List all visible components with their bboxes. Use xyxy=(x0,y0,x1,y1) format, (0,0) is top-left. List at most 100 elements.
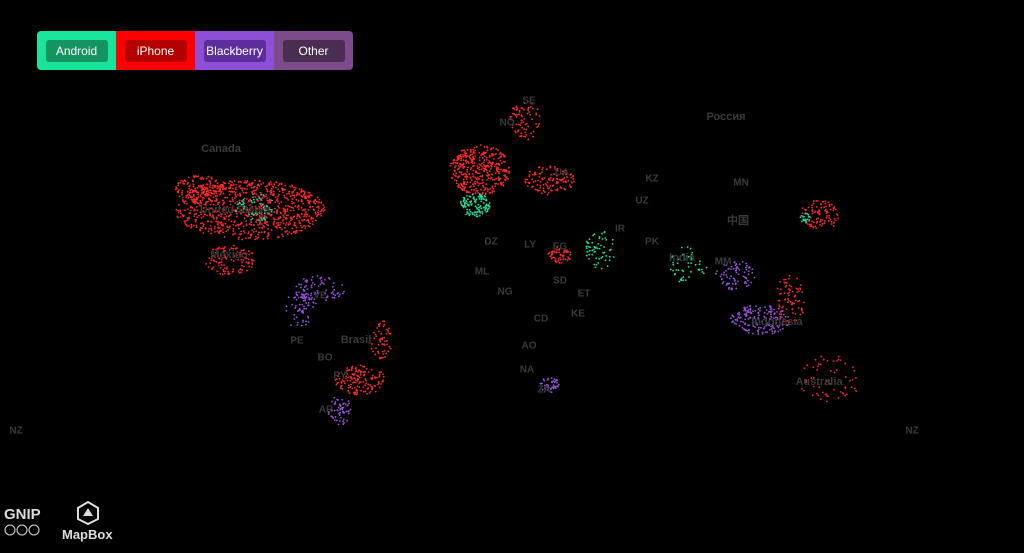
tweet-dot xyxy=(481,165,483,168)
tweet-dot xyxy=(254,212,257,215)
tweet-dot xyxy=(245,261,248,264)
tweet-dot xyxy=(323,209,326,211)
tweet-dot xyxy=(248,183,251,185)
tweet-dot xyxy=(774,316,777,319)
blackberry-button[interactable]: Blackberry xyxy=(203,39,266,62)
tweet-dot xyxy=(238,199,241,202)
tweet-dot xyxy=(262,182,265,184)
tweet-dot xyxy=(303,192,306,195)
tweet-dot xyxy=(296,215,299,218)
tweet-dot xyxy=(735,263,738,265)
tweet-dot xyxy=(304,213,306,216)
tweet-dot xyxy=(486,149,489,152)
tweet-dot xyxy=(330,292,333,295)
tweet-dot xyxy=(328,411,330,414)
tweet-dot xyxy=(481,212,484,215)
tweet-dot xyxy=(547,187,549,190)
tweet-dot xyxy=(349,375,352,378)
tweet-dot xyxy=(543,379,546,382)
tweet-dot xyxy=(305,307,308,310)
other-button[interactable]: Other xyxy=(282,39,345,62)
tweet-dot xyxy=(347,386,350,389)
tweet-dot xyxy=(472,183,474,186)
tweet-dot xyxy=(595,263,598,266)
tweet-dot xyxy=(488,205,490,208)
tweet-dot xyxy=(815,227,818,230)
tweet-dot xyxy=(222,249,225,252)
tweet-dot xyxy=(528,175,531,178)
tweet-dot xyxy=(267,231,270,234)
tweet-dot xyxy=(220,229,223,232)
tweet-dot xyxy=(320,201,323,204)
tweet-dot xyxy=(738,311,741,314)
tweet-dot xyxy=(536,189,538,191)
tweet-dot xyxy=(481,179,484,181)
tweet-dot xyxy=(556,379,559,382)
tweet-dot xyxy=(686,246,689,248)
tweet-dot xyxy=(277,195,279,198)
tweet-dot xyxy=(283,216,285,219)
tweet-dot xyxy=(268,183,271,186)
tweet-dot xyxy=(747,267,750,269)
tweet-dot xyxy=(302,278,305,280)
tweet-dot xyxy=(777,326,780,329)
tweet-dot xyxy=(277,218,279,221)
tweet-dot xyxy=(384,340,386,343)
iphone-button[interactable]: iPhone xyxy=(124,39,187,62)
tweet-dot xyxy=(234,191,237,194)
tweet-dot xyxy=(828,205,831,207)
tweet-dot xyxy=(463,199,466,201)
tweet-dot xyxy=(178,189,180,191)
tweet-dot xyxy=(474,205,477,208)
tweet-dot xyxy=(476,181,479,183)
tweet-dot xyxy=(216,185,219,188)
tweet-dot xyxy=(222,224,225,227)
tweet-dot xyxy=(723,263,726,266)
legend-segment: Blackberry xyxy=(195,31,274,70)
tweet-dot xyxy=(355,388,358,391)
tweet-dot xyxy=(378,373,381,376)
tweet-dot xyxy=(209,189,212,192)
tweet-dot xyxy=(316,206,318,209)
tweet-dot xyxy=(455,179,458,182)
tweet-dot xyxy=(814,210,817,213)
tweet-dot xyxy=(478,210,481,212)
tweet-dot xyxy=(311,296,313,299)
tweet-dot xyxy=(314,291,317,294)
tweet-dot xyxy=(294,304,297,307)
tweet-dot xyxy=(531,178,534,181)
tweet-dot xyxy=(234,232,236,235)
tweet-dot xyxy=(736,312,739,315)
tweet-dot xyxy=(312,306,314,308)
tweet-dot xyxy=(254,238,257,241)
tweet-dot xyxy=(200,202,202,204)
tweet-dot xyxy=(347,384,350,387)
tweet-dot xyxy=(199,177,202,180)
tweet-dot xyxy=(212,248,215,251)
tweet-dot xyxy=(715,272,717,275)
tweet-dot xyxy=(345,375,348,378)
tweet-dot xyxy=(226,196,229,199)
tweet-dot xyxy=(213,192,216,195)
android-button[interactable]: Android xyxy=(45,39,108,62)
tweet-dot xyxy=(483,146,486,148)
tweet-dot xyxy=(313,298,316,301)
tweet-dot xyxy=(243,187,246,190)
tweet-dot xyxy=(232,230,235,232)
tweet-dot xyxy=(811,212,814,215)
tweet-dot xyxy=(527,109,529,111)
tweet-dot xyxy=(833,388,835,391)
tweet-dot xyxy=(488,202,491,204)
tweet-dot xyxy=(598,237,601,240)
tweet-dot xyxy=(520,135,523,137)
tweet-dot xyxy=(225,257,228,260)
tweet-dot xyxy=(819,363,822,366)
tweet-dot xyxy=(475,190,478,192)
tweet-dot xyxy=(213,217,215,220)
tweet-dot xyxy=(824,202,827,205)
tweet-dot xyxy=(272,223,275,226)
tweet-dot xyxy=(223,254,226,257)
tweet-dot xyxy=(474,180,476,183)
tweet-dot xyxy=(592,248,595,251)
tweet-dot xyxy=(195,205,198,208)
